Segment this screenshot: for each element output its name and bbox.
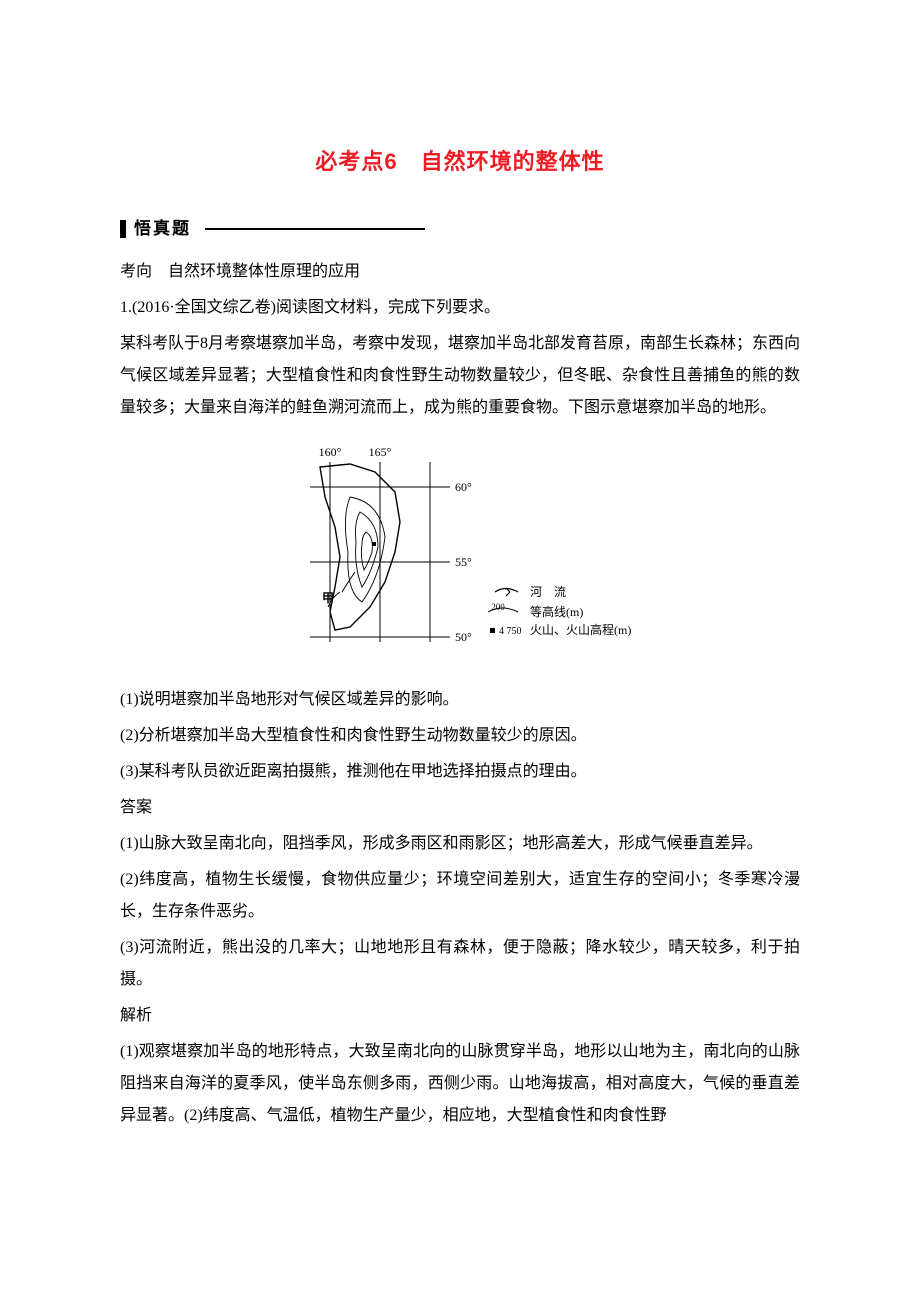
answer-2: (2)纬度高，植物生长缓慢，食物供应量少；环境空间差别大，适宜生存的空间小；冬季… — [120, 864, 800, 928]
question-intro: 1.(2016·全国文综乙卷)阅读图文材料，完成下列要求。 — [120, 292, 800, 324]
section-label: 悟真题 — [134, 212, 191, 246]
section-bar-icon — [120, 220, 126, 238]
meridian-160: 160° — [319, 445, 342, 459]
map-figure: 160° 165° 60° 55° 50° 甲 河 流 — [120, 442, 800, 674]
legend-contour: 等高线(m) — [530, 604, 583, 619]
answer-label: 答案 — [120, 792, 800, 824]
parallel-55: 55° — [455, 555, 472, 569]
analysis-text: (1)观察堪察加半岛的地形特点，大致呈南北向的山脉贯穿半岛，地形以山地为主，南北… — [120, 1036, 800, 1132]
legend-contour-value: 200 — [491, 602, 505, 612]
section-header: 悟真题 — [120, 212, 800, 246]
point-jia: 甲 — [322, 591, 334, 605]
sub-question-2: (2)分析堪察加半岛大型植食性和肉食性野生动物数量较少的原因。 — [120, 720, 800, 752]
analysis-label: 解析 — [120, 1000, 800, 1032]
answer-1: (1)山脉大致呈南北向，阻挡季风，形成多雨区和雨影区；地形高差大，形成气候垂直差… — [120, 828, 800, 860]
legend-volcano-value: 4 750 — [499, 626, 522, 637]
parallel-60: 60° — [455, 480, 472, 494]
parallel-50: 50° — [455, 630, 472, 644]
legend-river: 河 流 — [530, 585, 566, 599]
kamchatka-map-svg: 160° 165° 60° 55° 50° 甲 河 流 — [280, 442, 640, 662]
answer-3: (3)河流附近，熊出没的几率大；山地地形且有森林，便于隐蔽；降水较少，晴天较多，… — [120, 932, 800, 996]
passage: 某科考队于8月考察堪察加半岛，考察中发现，堪察加半岛北部发育苔原，南部生长森林；… — [120, 328, 800, 424]
section-rule — [205, 228, 425, 230]
page: 必考点6 自然环境的整体性 悟真题 考向 自然环境整体性原理的应用 1.(201… — [0, 0, 920, 1196]
legend: 河 流 200 等高线(m) 4 750 火山、火山高程(m) — [488, 585, 631, 637]
sub-question-1: (1)说明堪察加半岛地形对气候区域差异的影响。 — [120, 684, 800, 716]
meridian-165: 165° — [369, 445, 392, 459]
sub-question-3: (3)某科考队员欲近距离拍摄熊，推测他在甲地选择拍摄点的理由。 — [120, 756, 800, 788]
main-title: 必考点6 自然环境的整体性 — [120, 140, 800, 184]
exam-direction: 考向 自然环境整体性原理的应用 — [120, 256, 800, 288]
legend-volcano: 火山、火山高程(m) — [530, 622, 631, 637]
